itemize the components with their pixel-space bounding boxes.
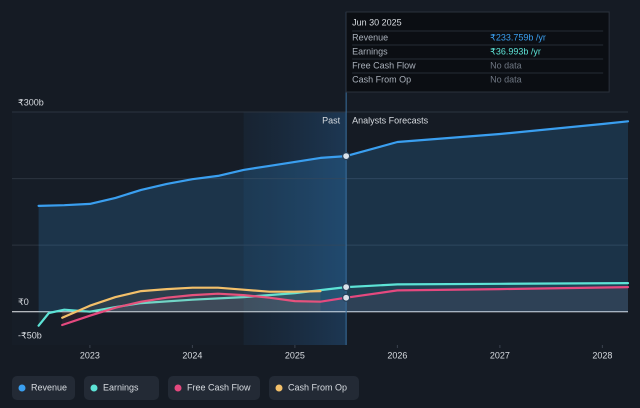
x-tick-label: 2024 <box>182 350 202 360</box>
y-tick-label: ₹0 <box>18 297 29 307</box>
line <box>37 120 630 207</box>
tooltip-box <box>345 11 610 93</box>
tooltip-label: Free Cash Flow <box>352 60 416 70</box>
legend-swatch <box>275 384 283 392</box>
legend-swatch <box>18 384 26 392</box>
y-tick-label: -₹50b <box>18 330 42 340</box>
x-tick-label: 2028 <box>592 350 612 360</box>
y-tick-label: ₹300b <box>18 97 44 107</box>
legend-pill[interactable] <box>269 376 359 400</box>
tooltip-value: ₹233.759b /yr <box>490 32 546 42</box>
tooltip: Jun 30 2025 Revenue ₹233.759b /yr Earnings ₹… <box>345 11 610 93</box>
legend: Revenue Earnings Free Cash Flow Cash From O… <box>12 376 359 400</box>
forecast-label: Analysts Forecasts <box>352 115 429 125</box>
line <box>61 286 322 319</box>
legend-pill[interactable] <box>168 376 260 400</box>
tooltip-label: Revenue <box>352 32 388 42</box>
past-label: Past <box>322 115 341 125</box>
legend-label: Free Cash Flow <box>187 382 251 392</box>
area <box>62 287 628 325</box>
legend-item[interactable]: Cash From Op <box>269 376 359 400</box>
x-tick-label: 2023 <box>80 350 100 360</box>
plot-area: -₹50b ₹0 ₹300b 2023 2024 2025 2026 2027 2028 Past… <box>12 12 630 360</box>
area <box>38 121 629 312</box>
hover-marker <box>342 151 351 161</box>
tooltip-date: Jun 30 2025 <box>352 17 402 27</box>
area <box>38 283 629 326</box>
tooltip-label: Cash From Op <box>352 74 411 84</box>
legend-pill[interactable] <box>12 376 75 400</box>
x-tick-label: 2026 <box>387 350 407 360</box>
legend-label: Revenue <box>31 382 67 392</box>
legend-item[interactable]: Revenue <box>12 376 75 400</box>
x-tick-label: 2025 <box>285 350 305 360</box>
legend-label: Earnings <box>103 382 139 392</box>
tooltip-label: Earnings <box>352 46 388 56</box>
x-tick-label: 2027 <box>490 350 510 360</box>
legend-pill[interactable] <box>84 376 159 400</box>
legend-item[interactable]: Earnings <box>84 376 159 400</box>
legend-label: Cash From Op <box>288 382 347 392</box>
line <box>61 286 630 327</box>
hover-marker <box>342 293 351 302</box>
tooltip-value: No data <box>490 74 522 84</box>
legend-item[interactable]: Free Cash Flow <box>168 376 260 400</box>
highlight-region <box>243 112 347 345</box>
tooltip-value: No data <box>490 60 522 70</box>
line <box>37 282 630 327</box>
legend-swatch <box>90 384 98 392</box>
hover-marker <box>342 282 351 292</box>
tooltip-value: ₹36.993b /yr <box>490 46 541 56</box>
legend-swatch <box>174 384 182 392</box>
